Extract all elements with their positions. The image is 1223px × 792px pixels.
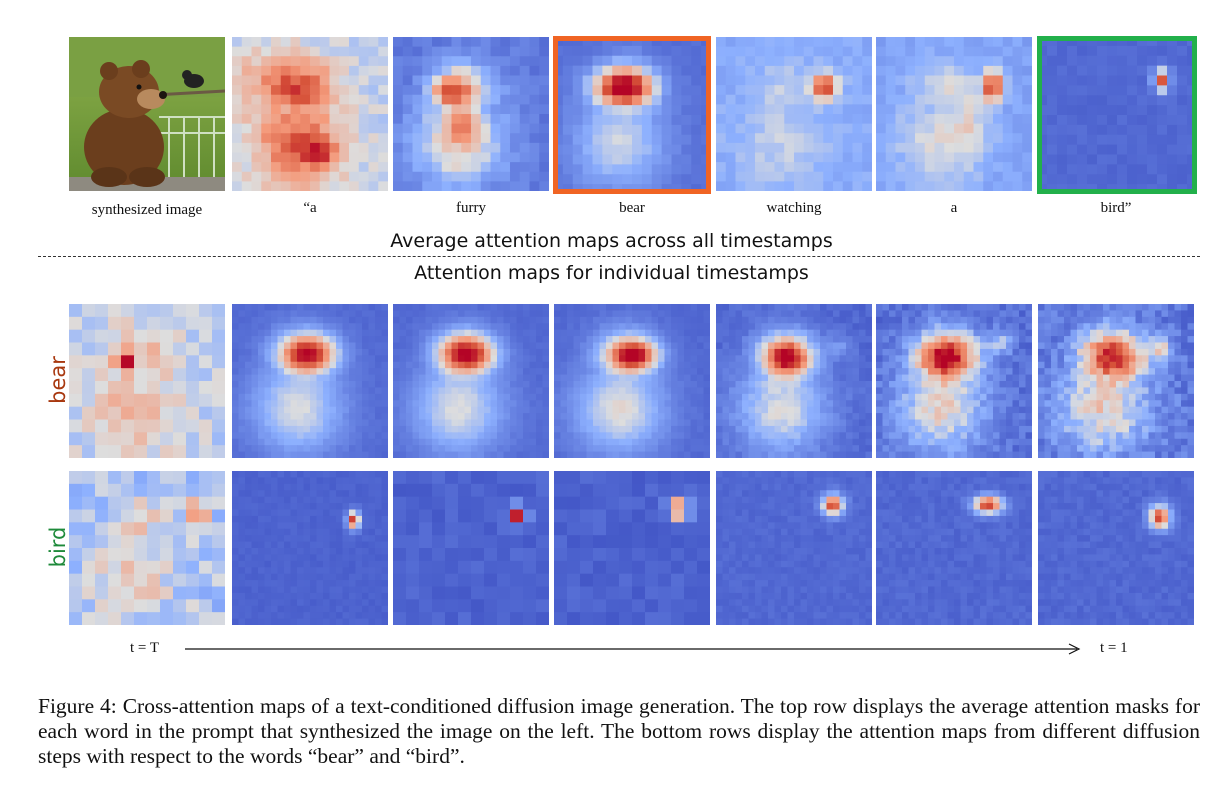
timeline-arrow <box>185 643 1081 655</box>
avg-map-a <box>232 37 388 191</box>
heatmap-bird-0 <box>69 471 225 625</box>
heatmap-bear-1 <box>232 304 388 458</box>
heatmap-bird-4 <box>716 471 872 625</box>
avg-map-a2 <box>876 37 1032 191</box>
row-label-bear: bear <box>46 356 70 404</box>
heatmap-bear-6 <box>1038 304 1194 458</box>
section-divider <box>38 256 1200 257</box>
bird-step-5 <box>716 471 872 625</box>
bear-step-6 <box>876 304 1032 458</box>
word-label-2: furry <box>456 200 486 216</box>
heatmap-bird-2 <box>393 471 549 625</box>
word-label-5: a <box>950 200 958 216</box>
heatmap-bear-3 <box>554 304 710 458</box>
heatmap-avg-furry <box>393 37 549 191</box>
avg-map-bird <box>1037 36 1197 194</box>
heatmap-avg-a <box>232 37 388 191</box>
heatmap-bear-0 <box>69 304 225 458</box>
synth-label: synthesized image <box>91 202 203 218</box>
avg-map-furry <box>393 37 549 191</box>
heatmap-bird-3 <box>554 471 710 625</box>
bear-step-1 <box>69 304 225 458</box>
word-label-1: “a <box>303 200 317 216</box>
synthesized-image <box>69 37 225 191</box>
timeline-start-label: t = T <box>130 640 160 656</box>
row-label-bird: bird <box>46 526 70 568</box>
bear-step-7 <box>1038 304 1194 458</box>
bear-step-4 <box>554 304 710 458</box>
heatmap-bear-2 <box>393 304 549 458</box>
bear-step-5 <box>716 304 872 458</box>
figure-caption: Figure 4: Cross-attention maps of a text… <box>38 694 1200 768</box>
bird-step-1 <box>69 471 225 625</box>
bear-step-2 <box>232 304 388 458</box>
bird-step-7 <box>1038 471 1194 625</box>
heatmap-bird-1 <box>232 471 388 625</box>
bird-step-2 <box>232 471 388 625</box>
word-label-3: bear <box>619 200 645 216</box>
heatmap-bear-5 <box>876 304 1032 458</box>
individual-heading: Attention maps for individual timestamps <box>414 262 809 284</box>
heatmap-avg-bear <box>553 36 711 194</box>
bear-photo-illustration <box>69 37 225 191</box>
bird-step-6 <box>876 471 1032 625</box>
heatmap-avg-watching <box>716 37 872 191</box>
bird-step-3 <box>393 471 549 625</box>
avg-heading: Average attention maps across all timest… <box>390 230 833 252</box>
heatmap-avg-a2 <box>876 37 1032 191</box>
heatmap-avg-bird <box>1037 36 1197 194</box>
bird-step-4 <box>554 471 710 625</box>
avg-map-bear <box>553 36 711 194</box>
heatmap-bird-6 <box>1038 471 1194 625</box>
heatmap-bear-4 <box>716 304 872 458</box>
word-label-4: watching <box>766 200 822 216</box>
bear-step-3 <box>393 304 549 458</box>
word-label-6: bird” <box>1100 200 1132 216</box>
heatmap-bird-5 <box>876 471 1032 625</box>
timeline-end-label: t = 1 <box>1100 640 1128 656</box>
avg-map-watching <box>716 37 872 191</box>
